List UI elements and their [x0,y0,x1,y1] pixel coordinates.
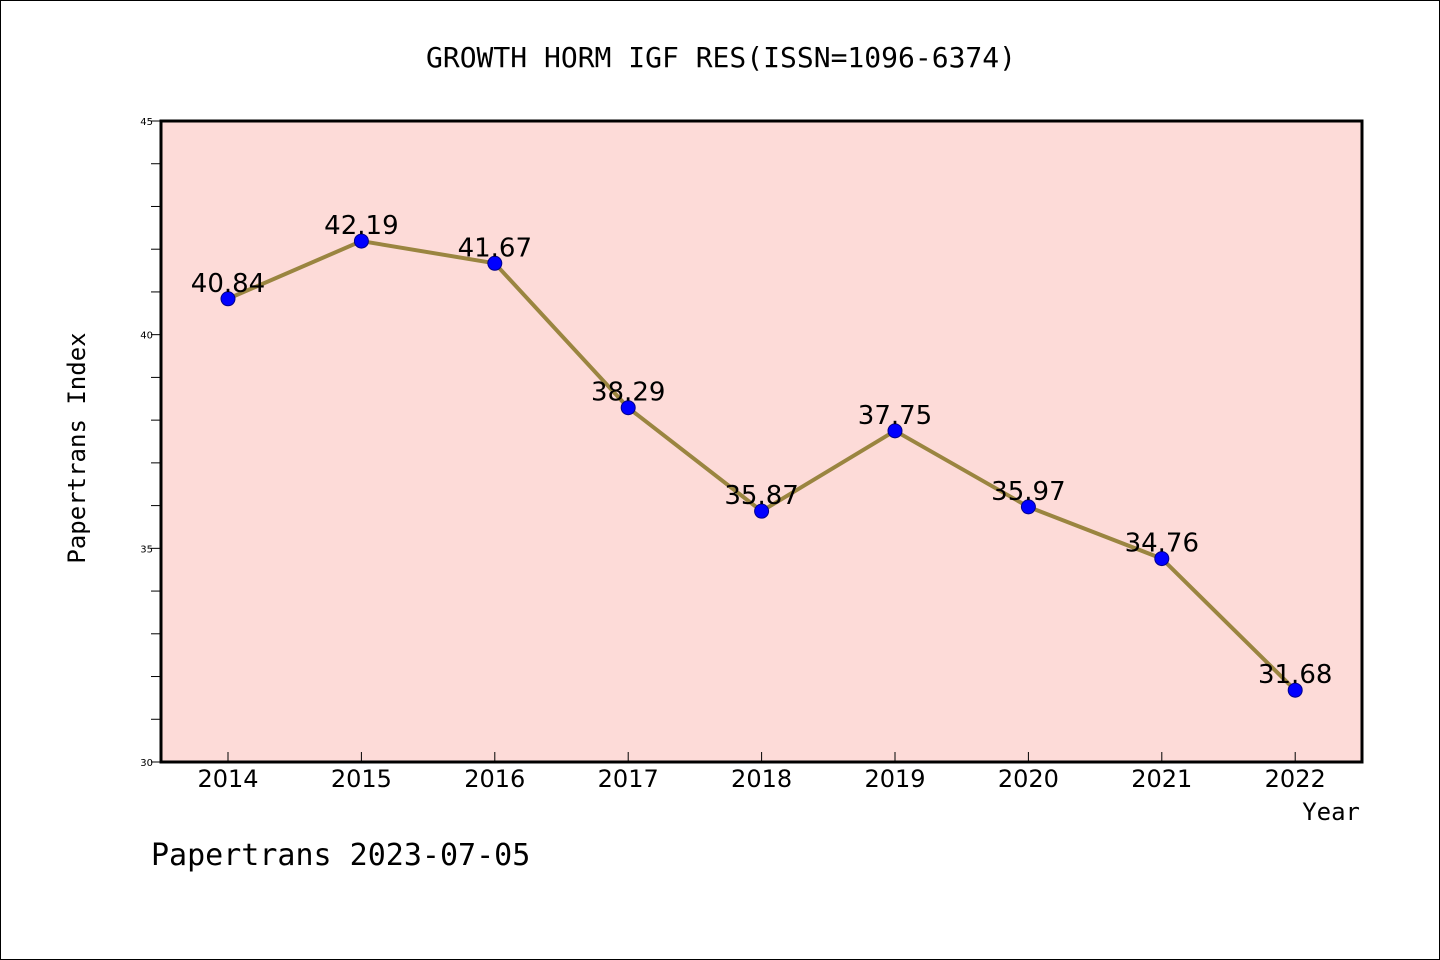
y-tick-label: 40 [140,331,153,342]
data-point [1287,682,1303,698]
x-axis-title: Year [1302,798,1360,826]
data-point [887,423,903,439]
y-tick-label: 30 [140,758,153,769]
data-label: 40.84 [191,269,265,299]
y-axis-ticks: 30 35 40 45 [140,117,161,769]
data-point [353,233,369,249]
y-tick-label: 35 [140,544,153,555]
x-axis-ticks: 2014 2015 2016 2017 2018 2019 2020 2021 2022 [197,752,1326,793]
data-point [1154,551,1170,567]
x-tick-label: 2021 [1131,765,1192,793]
data-label: 34.76 [1125,529,1199,559]
data-point [220,291,236,307]
data-label: 38.29 [591,378,665,408]
data-label: 31.68 [1258,660,1332,690]
x-tick-label: 2020 [998,765,1059,793]
chart-title: GROWTH HORM IGF RES(ISSN=1096-6374) [426,41,1016,74]
x-tick-label: 2014 [197,765,258,793]
data-point [620,400,636,416]
series-layer: 40.84 42.19 41.67 38.29 35.87 37.75 35.97 34.76… [191,211,1332,698]
plot-area [159,119,1364,764]
x-tick-label: 2017 [598,765,659,793]
data-label: 37.75 [858,401,932,431]
data-point [487,255,503,271]
x-tick-label: 2022 [1265,765,1326,793]
data-label: 35.87 [724,481,798,511]
x-tick-label: 2019 [864,765,925,793]
x-tick-label: 2016 [464,765,525,793]
data-label: 41.67 [458,233,532,263]
x-tick-label: 2015 [331,765,392,793]
y-tick-label: 45 [140,117,153,128]
y-axis-title: Papertrans Index [63,332,91,563]
data-point [1020,499,1036,515]
data-label: 42.19 [324,211,398,241]
footer-credit: Papertrans 2023-07-05 [151,838,530,873]
x-tick-label: 2018 [731,765,792,793]
data-point [754,503,770,519]
data-label: 35.97 [991,477,1065,507]
